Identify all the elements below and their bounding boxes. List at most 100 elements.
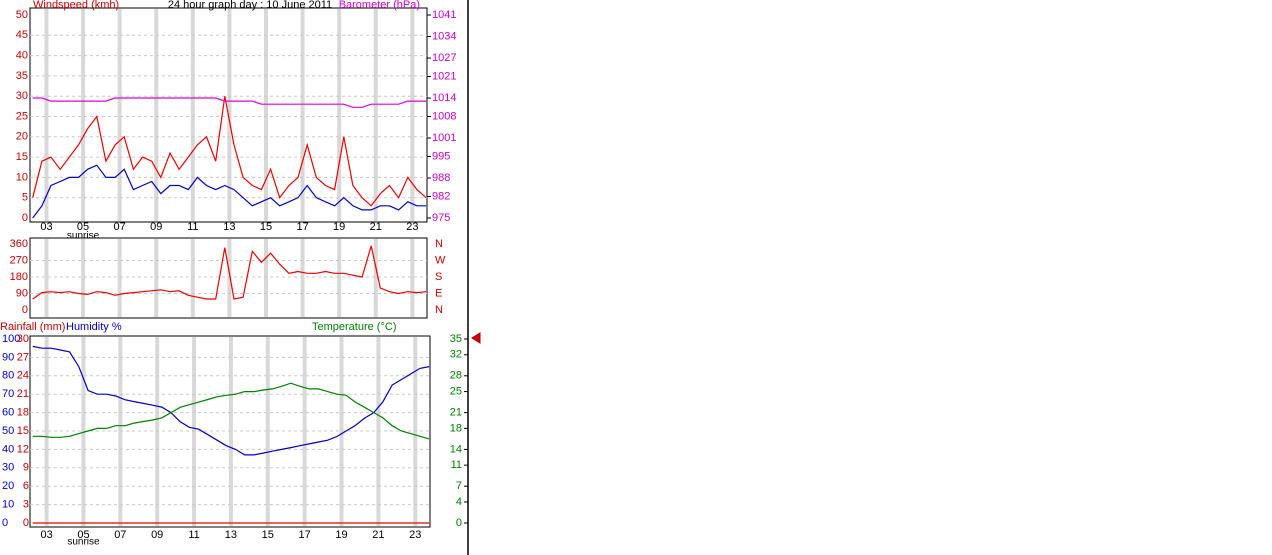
y-tick-label: 3 [23, 499, 29, 511]
series-line [32, 382, 430, 440]
y-tick-label: 1021 [432, 70, 456, 82]
y-tick-label: 10 [16, 171, 28, 183]
x-tick-label: 03 [40, 529, 52, 541]
x-tick-label: 23 [409, 529, 421, 541]
y-tick-label: 18 [17, 407, 29, 419]
x-tick-label: 11 [187, 221, 198, 233]
y-tick-label: 25 [450, 385, 462, 397]
y-tick-label: 30 [16, 90, 28, 102]
axis-title: Rainfall (mm) [0, 321, 65, 333]
y-tick-label: 982 [432, 190, 450, 202]
y-tick-label: 7 [456, 480, 462, 492]
y-tick-label: 50 [2, 425, 14, 437]
y-tick-label: 15 [17, 425, 29, 437]
y-tick-label: 40 [16, 50, 28, 62]
y-tick-label: 5 [22, 192, 28, 204]
y-tick-label: 100 [2, 333, 20, 345]
y-tick-label: 995 [432, 150, 450, 162]
x-tick-label: 13 [225, 529, 237, 541]
x-tick-label: 05 [77, 529, 89, 541]
y-tick-label: 12 [17, 443, 29, 455]
y-tick-label: 1041 [432, 9, 456, 21]
y-tick-label: 70 [2, 388, 14, 400]
y-tick-label: 30 [2, 462, 14, 474]
y-tick-label: 10 [2, 499, 14, 511]
x-tick-label: 09 [150, 221, 162, 233]
x-tick-label: 23 [406, 221, 418, 233]
x-tick-label: 15 [262, 529, 274, 541]
y-tick-label: 50 [16, 9, 28, 21]
y-tick-label: 0 [22, 212, 28, 224]
series-line [32, 96, 427, 207]
y-tick-label: 60 [2, 407, 14, 419]
y-tick-label: 1027 [432, 52, 456, 64]
y-tick-label: 1034 [432, 30, 456, 42]
series-line [32, 164, 427, 219]
y-tick-label: N [435, 304, 443, 316]
y-tick-label: 4 [456, 496, 462, 508]
x-tick-label: 07 [114, 221, 126, 233]
x-tick-label: 15 [260, 221, 272, 233]
y-tick-label: 0 [2, 517, 8, 529]
y-tick-label: 35 [16, 70, 28, 82]
x-tick-label: 03 [40, 221, 52, 233]
x-tick-label: 07 [114, 529, 126, 541]
y-tick-label: S [435, 271, 442, 283]
x-tick-label: 21 [372, 529, 384, 541]
axis-title: Windspeed (kmh) [33, 0, 119, 11]
y-tick-label: 25 [16, 110, 28, 122]
y-tick-label: 975 [432, 212, 450, 224]
y-tick-label: N [435, 238, 443, 250]
series-line [32, 345, 430, 456]
y-tick-label: 11 [451, 459, 462, 471]
y-tick-label: 27 [17, 351, 29, 363]
x-tick-label: 19 [335, 529, 347, 541]
axis-title: Humidity % [66, 321, 122, 333]
axis-title: Barometer (hPa) [339, 0, 420, 11]
series-line [32, 97, 427, 108]
y-tick-label: 32 [450, 349, 462, 361]
y-tick-label: 20 [16, 131, 28, 143]
y-tick-label: E [435, 287, 442, 299]
y-tick-label: 20 [2, 480, 14, 492]
y-tick-label: 30 [17, 333, 29, 345]
x-tick-label: 05 [77, 221, 89, 233]
y-tick-label: 0 [22, 304, 28, 316]
y-tick-label: W [435, 254, 446, 266]
y-tick-label: 1001 [432, 132, 456, 144]
y-tick-label: 988 [432, 172, 450, 184]
y-tick-label: 0 [23, 517, 29, 529]
x-tick-label: 21 [370, 221, 382, 233]
series-line [32, 245, 427, 300]
x-tick-label: 17 [299, 529, 311, 541]
y-tick-label: 9 [23, 462, 29, 474]
y-tick-label: 35 [450, 333, 462, 345]
x-tick-label: 09 [151, 529, 163, 541]
y-tick-label: 90 [2, 351, 14, 363]
y-tick-label: 360 [10, 238, 28, 250]
annotation: sunrise [67, 537, 100, 548]
x-tick-label: 11 [188, 529, 199, 541]
y-tick-label: 15 [16, 151, 28, 163]
annotation: sunrise [67, 231, 100, 242]
y-tick-label: 14 [450, 443, 462, 455]
y-tick-label: 1014 [432, 92, 456, 104]
y-tick-label: 270 [10, 254, 28, 266]
y-tick-label: 28 [450, 370, 462, 382]
y-tick-label: 1008 [432, 110, 456, 122]
y-tick-label: 45 [16, 29, 28, 41]
axis-title: Temperature (°C) [312, 321, 396, 333]
x-tick-label: 13 [223, 221, 235, 233]
y-tick-label: 0 [456, 517, 462, 529]
chart-title: 24 hour graph day : 10 June 2011 [168, 0, 332, 11]
y-tick-label: 6 [23, 480, 29, 492]
y-tick-label: 21 [450, 407, 462, 419]
y-tick-label: 90 [16, 287, 28, 299]
y-tick-label: 180 [10, 271, 28, 283]
y-tick-label: 80 [2, 370, 14, 382]
x-tick-label: 19 [333, 221, 345, 233]
x-tick-label: 17 [296, 221, 308, 233]
y-tick-label: 18 [450, 422, 462, 434]
